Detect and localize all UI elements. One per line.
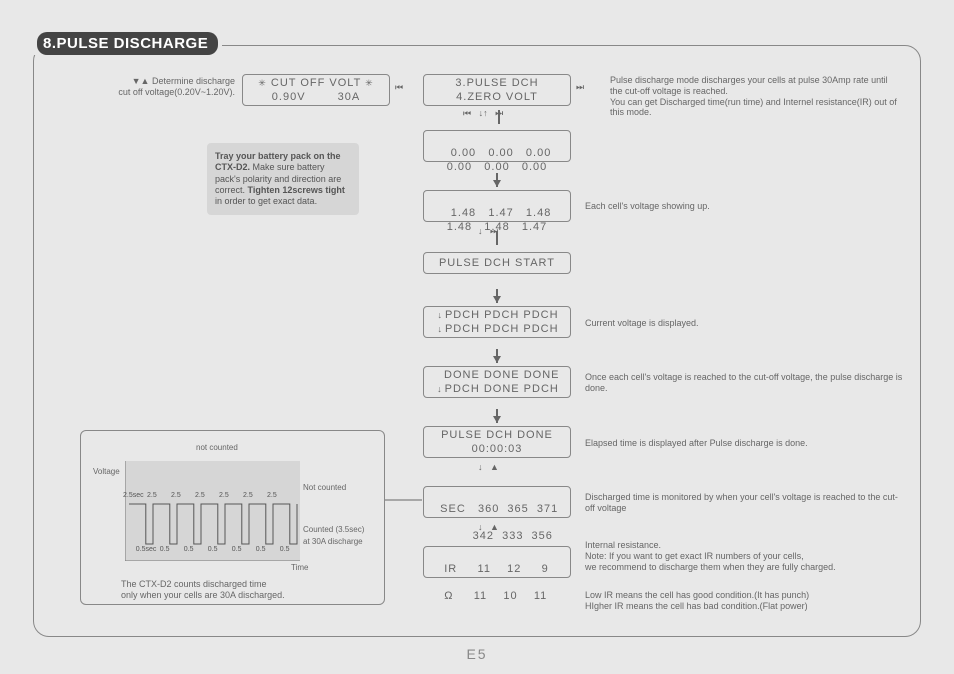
down-icon: ↓ xyxy=(437,384,443,395)
arrow-down-icon xyxy=(493,356,501,363)
volts-note: Each cell's voltage showing up. xyxy=(585,201,885,212)
arrow-down-icon xyxy=(493,296,501,303)
up-icon: ▲ xyxy=(141,76,150,87)
tray-note-text2: in order to get exact data. xyxy=(215,196,317,206)
sec-r1: 360 365 371 xyxy=(478,503,558,515)
mode-box: 3.PULSE DCH 4.ZERO VOLT xyxy=(423,74,571,106)
zeros-r2: 0.00 0.00 0.00 xyxy=(447,161,548,173)
sec-note: Discharged time is monitored by when you… xyxy=(585,492,905,514)
ir-note1: Internal resistance. Note: If you want t… xyxy=(585,540,915,572)
chart-at30-label: at 30A discharge xyxy=(303,537,363,546)
nav-glyphs-3: ↓ ▲ xyxy=(478,462,499,472)
pdch-note: Current voltage is displayed. xyxy=(585,318,885,329)
star-icon: ✳ xyxy=(365,78,374,89)
star-icon: ✳ xyxy=(258,78,267,89)
ir-r2: 11 10 11 xyxy=(474,590,548,602)
done2-box: PULSE DCH DONE 00:00:03 xyxy=(423,426,571,458)
section-title: 8.PULSE DISCHARGE xyxy=(37,32,218,55)
chart-time-label: Time xyxy=(291,563,308,572)
next-icon: ⏭ xyxy=(576,82,584,93)
done2-note: Elapsed time is displayed after Pulse di… xyxy=(585,438,905,449)
down-icon: ↓ xyxy=(437,324,443,335)
tray-note-bold2: Tighten 12screws tight xyxy=(248,185,345,195)
chart-voltage-label: Voltage xyxy=(93,467,120,476)
volts-r1: 1.48 1.47 1.48 xyxy=(451,207,552,219)
determine-sub: cut off voltage(0.20V~1.20V). xyxy=(118,87,235,97)
volts-box: 1.48 1.47 1.481.48 1.48 1.47 xyxy=(423,190,571,222)
sec-box: SEC 360 365 371 342 333 356 xyxy=(423,486,571,518)
ir-unit: Ω xyxy=(444,590,453,602)
cutoff-title: CUT OFF VOLT xyxy=(271,77,361,89)
cutoff-a: 30A xyxy=(338,91,361,103)
chart-not-counted-top: not counted xyxy=(196,443,238,452)
chart-box: not counted Voltage Time Not counted Cou… xyxy=(80,430,385,605)
pdch-r2: PDCH PDCH PDCH xyxy=(445,323,559,335)
arrow-down-icon xyxy=(493,180,501,187)
done1-box: ↓DONE DONE DONE ↓PDCH DONE PDCH xyxy=(423,366,571,398)
ir-box: IR 11 12 9 Ω 11 10 11 xyxy=(423,546,571,578)
zeros-box: 0.00 0.00 0.000.00 0.00 0.00 xyxy=(423,130,571,162)
sec-r2: 342 333 356 xyxy=(473,530,553,542)
page-number: E5 xyxy=(0,646,954,662)
start-box: PULSE DCH START xyxy=(423,252,571,274)
done2-l2: 00:00:03 xyxy=(472,443,523,455)
mode-l1: 3.PULSE DCH xyxy=(455,77,538,89)
done1-note: Once each cell's voltage is reached to t… xyxy=(585,372,905,394)
done2-l1: PULSE DCH DONE xyxy=(441,429,553,441)
cutoff-v: 0.90V xyxy=(272,91,306,103)
pdch-box: ↓PDCH PDCH PDCH ↓PDCH PDCH PDCH xyxy=(423,306,571,338)
chart-counted-label: Counted (3.5sec) xyxy=(303,525,364,534)
title-wrap: 8.PULSE DISCHARGE xyxy=(33,32,222,55)
intro-note: Pulse discharge mode discharges your cel… xyxy=(610,75,900,118)
cutoff-box: ✳ CUT OFF VOLT ✳ 0.90V 30A xyxy=(242,74,390,106)
mode-l2: 4.ZERO VOLT xyxy=(456,91,538,103)
done1-r1: DONE DONE DONE xyxy=(444,369,559,381)
chart-area: 2.5sec2.52.52.52.52.52.5 0.5sec0.50.50.5… xyxy=(125,461,300,561)
down-icon: ↓ xyxy=(437,310,443,321)
chart-footer: The CTX-D2 counts discharged time only w… xyxy=(121,579,381,601)
sec-label: SEC xyxy=(440,503,466,515)
zeros-r1: 0.00 0.00 0.00 xyxy=(451,147,552,159)
ir-label: IR xyxy=(444,563,457,575)
tray-note: Tray your battery pack on the CTX-D2. Ma… xyxy=(207,143,359,215)
chart-nc-label: Not counted xyxy=(303,483,346,492)
connector-line xyxy=(384,490,424,510)
ir-note2: Low IR means the cell has good condition… xyxy=(585,590,915,612)
determine-text: Determine discharge xyxy=(152,76,235,86)
determine-note: ▼▲ Determine discharge cut off voltage(0… xyxy=(105,76,235,98)
done1-r2: PDCH DONE PDCH xyxy=(445,383,559,395)
prev-icon: ⏮ xyxy=(395,82,403,93)
down-icon: ▼ xyxy=(132,76,141,87)
arrow-down-icon xyxy=(493,416,501,423)
ir-r1: 11 12 9 xyxy=(478,563,549,575)
start-text: PULSE DCH START xyxy=(439,257,555,269)
nav-glyphs-4: ↓ ▲ xyxy=(478,522,499,532)
pdch-r1: PDCH PDCH PDCH xyxy=(445,309,559,321)
